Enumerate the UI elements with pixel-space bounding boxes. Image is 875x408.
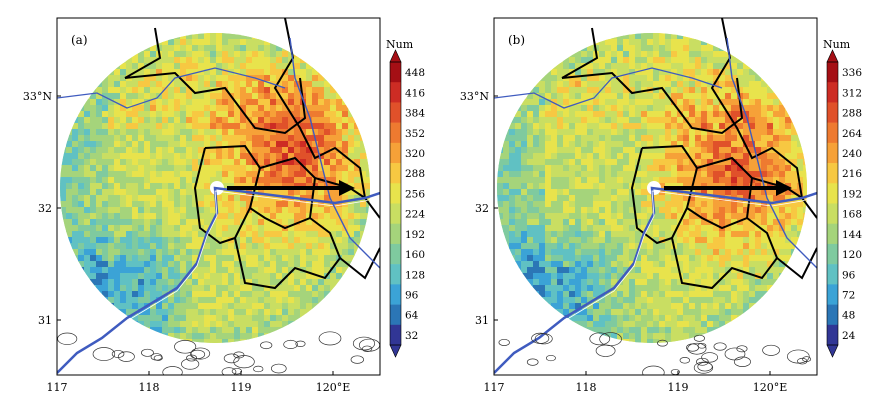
colorbar-tick-label: 160 [405,249,425,261]
x-tick-label: 117 [47,381,68,394]
colorbar-tick-label: 192 [842,188,862,200]
colorbar-tick-label: 384 [405,108,425,120]
colorbar-tick-label: 224 [405,209,425,221]
colorbar-tick-label: 72 [842,289,855,301]
lake-outlines [498,332,812,375]
map-figure-0: (a) 117 118 119 120°E 33°N 32 31 Num 448 416 384 352… [23,17,425,394]
colorbar-tick-label: 64 [405,310,419,322]
y-tick-label: 33°N [23,90,52,103]
colorbar-tick-label: 240 [842,148,862,160]
colorbar-tick-label: 352 [405,128,425,140]
colorbar-tick-label: 216 [842,168,862,180]
map-frame [56,17,381,376]
admin-boundaries [124,18,380,290]
arrow-head [776,180,792,196]
x-tick-label: 120°E [316,381,351,394]
x-tick-label: 120°E [753,381,788,394]
colorbar-tick-label: 120 [842,249,862,261]
colorbar-tick-label: 168 [842,209,862,221]
colorbar-tick-label: 256 [405,188,425,200]
panel-b: (b) 117 118 119 120°E 33°N 32 31 Num 336 312 288 264… [437,0,875,404]
colorbar-title: Num [386,38,414,51]
colorbar-tick-label: 336 [842,67,862,79]
colorbar-tick-label: 312 [842,87,862,99]
map-frame [493,17,818,376]
admin-boundaries [561,18,817,290]
colorbar-tick-label: 288 [842,108,862,120]
colorbar-tick-label: 24 [842,330,856,342]
colorbar-title: Num [823,38,851,51]
colorbar-tick-label: 192 [405,229,425,241]
y-tick-label: 32 [475,202,489,215]
colorbar: Num 336 312 288 264 240 216 192 168 144 120 96 72 48 2… [823,38,862,358]
y-tick-label: 31 [475,314,489,327]
colorbar-tick-label: 288 [405,168,425,180]
y-tick-label: 31 [38,314,52,327]
arrow-head [339,180,355,196]
colorbar-tick-label: 96 [842,269,856,281]
colorbar-tick-label: 144 [842,229,862,241]
y-tick-label: 32 [38,202,52,215]
x-tick-label: 117 [484,381,505,394]
colorbar-tick-label: 448 [405,67,425,79]
map-figure-1: (b) 117 118 119 120°E 33°N 32 31 Num 336 312 288 264… [460,17,862,394]
colorbar-tick-label: 48 [842,310,855,322]
colorbar-tick-label: 128 [405,269,425,281]
panel-a: (a) 117 118 119 120°E 33°N 32 31 Num 448 416 384 352… [0,0,437,404]
panel-label: (a) [71,33,88,47]
x-tick-label: 118 [139,381,160,394]
lake-outlines [57,331,380,375]
colorbar-tick-label: 320 [405,148,425,160]
x-tick-label: 119 [231,381,252,394]
colorbar-tick-label: 32 [405,330,418,342]
colorbar-tick-label: 96 [405,289,419,301]
colorbar: Num 448 416 384 352 320 288 256 224 192 160 128 96 64… [386,38,425,358]
colorbar-tick-label: 264 [842,128,862,140]
panel-label: (b) [508,33,525,47]
y-tick-label: 33°N [460,90,489,103]
river-network [57,37,380,375]
x-tick-label: 119 [668,381,689,394]
colorbar-tick-label: 416 [405,87,425,99]
x-tick-label: 118 [576,381,597,394]
